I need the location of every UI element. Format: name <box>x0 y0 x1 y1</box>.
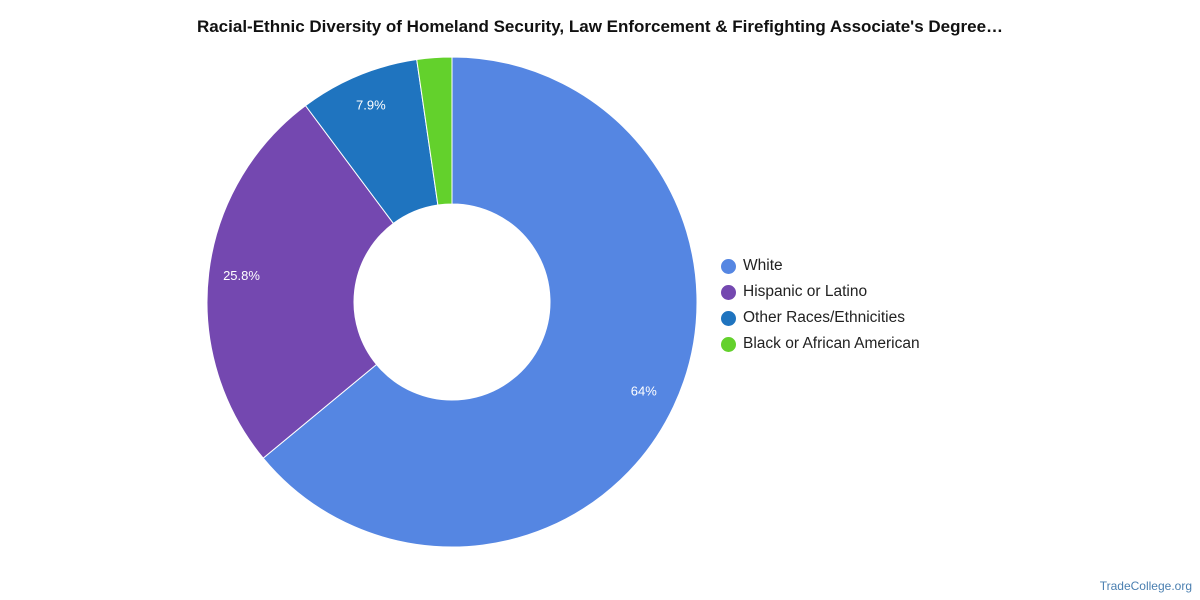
source-link[interactable]: TradeCollege.org <box>1099 579 1192 593</box>
chart-legend: White Hispanic or Latino Other Races/Ethni… <box>721 253 920 357</box>
legend-swatch <box>721 258 736 274</box>
slice-hispanic-or-latino[interactable] <box>206 104 395 459</box>
legend-swatch <box>721 310 736 326</box>
slice-label-hispanic-or-latino: 25.8% <box>223 268 260 283</box>
legend-item-white[interactable]: White <box>721 253 920 279</box>
legend-swatch <box>721 284 736 300</box>
slice-labels: 64% 25.8% 7.9% <box>223 98 657 399</box>
legend-label: Black or African American <box>743 335 920 352</box>
slice-label-other-races-ethnicities: 7.9% <box>356 98 386 113</box>
slice-white[interactable] <box>262 56 698 548</box>
legend-item-other-races-ethnicities[interactable]: Other Races/Ethnicities <box>721 305 920 331</box>
chart-title: Racial-Ethnic Diversity of Homeland Secu… <box>196 17 1004 36</box>
legend-label: Other Races/Ethnicities <box>743 309 905 326</box>
legend-label: Hispanic or Latino <box>743 283 868 300</box>
legend-item-black-or-african-american[interactable]: Black or African American <box>721 331 920 357</box>
donut-slices <box>206 56 698 548</box>
slice-label-white: 64% <box>631 384 657 399</box>
legend-item-hispanic-or-latino[interactable]: Hispanic or Latino <box>721 279 920 305</box>
slice-black-or-african-american[interactable] <box>416 56 453 206</box>
legend-swatch <box>721 336 736 352</box>
legend-label: White <box>743 257 783 274</box>
